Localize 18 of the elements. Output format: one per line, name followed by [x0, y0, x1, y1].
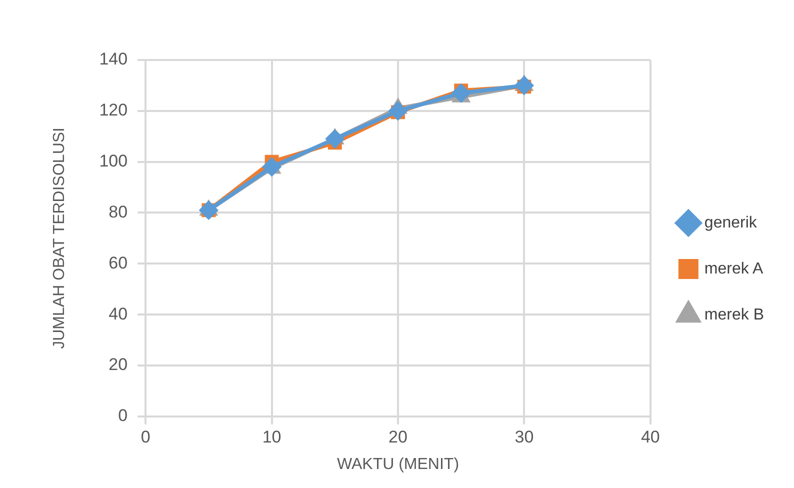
x-tick-label: 20	[388, 427, 408, 446]
legend-label: merek A	[704, 260, 764, 278]
y-tick-label: 120	[99, 100, 128, 120]
x-tick-label: 0	[140, 427, 150, 446]
y-tick-label: 60	[108, 253, 128, 272]
y-tick-label: 140	[99, 50, 128, 69]
y-tick-label: 20	[108, 355, 128, 374]
y-axis-title: JUMLAH OBAT TERDISOLUSI	[51, 128, 68, 349]
legend-label: merek B	[704, 306, 764, 324]
x-tick-label: 10	[262, 427, 282, 446]
y-tick-label: 80	[108, 202, 128, 222]
x-tick-label: 40	[640, 427, 660, 446]
x-axis-title: WAKTU (MENIT)	[336, 456, 460, 473]
legend-label: generik	[704, 214, 758, 232]
y-tick-label: 0	[118, 406, 128, 426]
x-tick-label: 30	[514, 427, 534, 446]
y-tick-label: 100	[99, 152, 128, 171]
y-tick-label: 40	[108, 304, 128, 324]
